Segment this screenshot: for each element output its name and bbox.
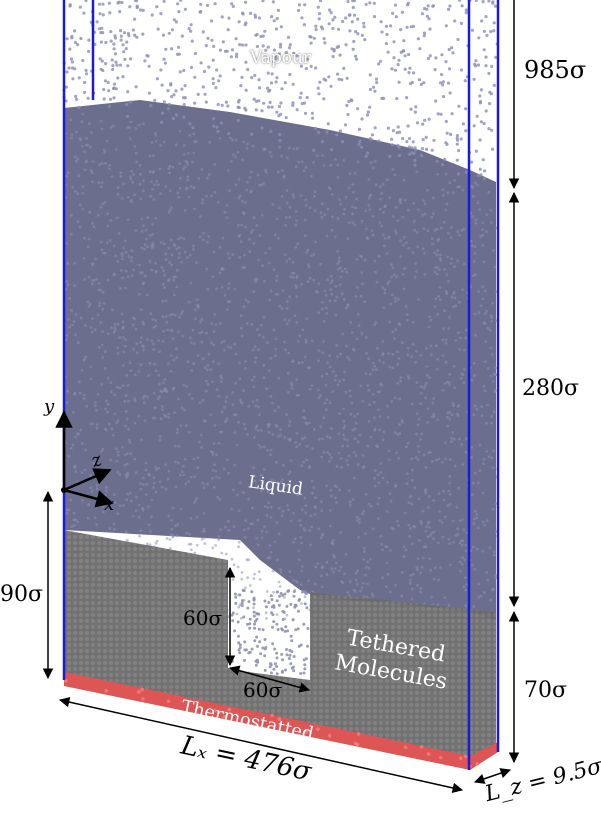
axis-y-label: y: [44, 396, 55, 417]
vapour-label: Vapour: [250, 48, 312, 68]
dim-arrow-lz: [474, 768, 511, 784]
dim-label-70: 70σ: [524, 678, 568, 703]
axis-triad: [55, 410, 114, 508]
liquid-region: [64, 100, 496, 620]
dim-label-60-horizontal: 60σ: [243, 678, 283, 702]
vapour-particles: [62, 0, 499, 181]
axis-x-label: x: [104, 494, 115, 515]
dim-label-985: 985σ: [524, 56, 587, 84]
dim-label-90: 90σ: [0, 582, 44, 607]
dim-label-60-vertical: 60σ: [183, 606, 223, 630]
dim-arrow-lx: [58, 696, 464, 794]
channel-particles: [230, 588, 310, 676]
dim-label-280: 280σ: [522, 376, 580, 401]
dim-arrow-60-horizontal: [228, 665, 311, 693]
